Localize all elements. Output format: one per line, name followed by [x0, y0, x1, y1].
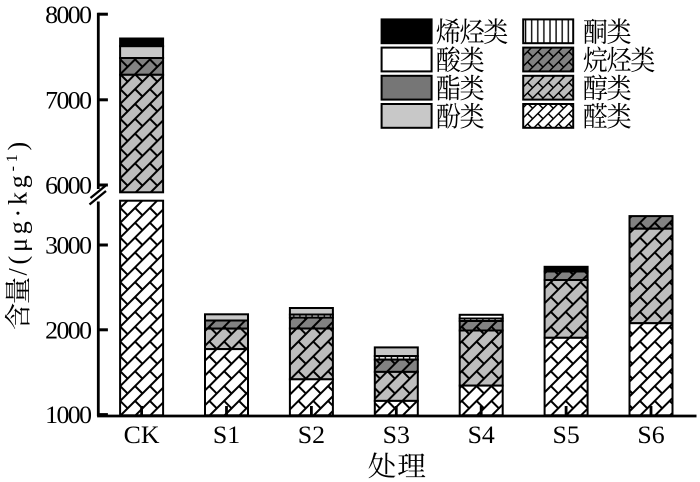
svg-text:6000: 6000: [45, 171, 91, 200]
svg-text:2000: 2000: [45, 315, 91, 344]
svg-text:S4: S4: [468, 420, 495, 449]
svg-text:S1: S1: [213, 420, 240, 449]
svg-text:S3: S3: [383, 420, 410, 449]
svg-text:S6: S6: [637, 420, 664, 449]
svg-text:7000: 7000: [45, 85, 91, 114]
svg-text:3000: 3000: [45, 231, 91, 260]
svg-text:8000: 8000: [45, 0, 91, 29]
svg-text:S2: S2: [298, 420, 325, 449]
svg-text:1000: 1000: [45, 400, 91, 429]
svg-text:S5: S5: [552, 420, 579, 449]
svg-text:CK: CK: [124, 420, 160, 449]
